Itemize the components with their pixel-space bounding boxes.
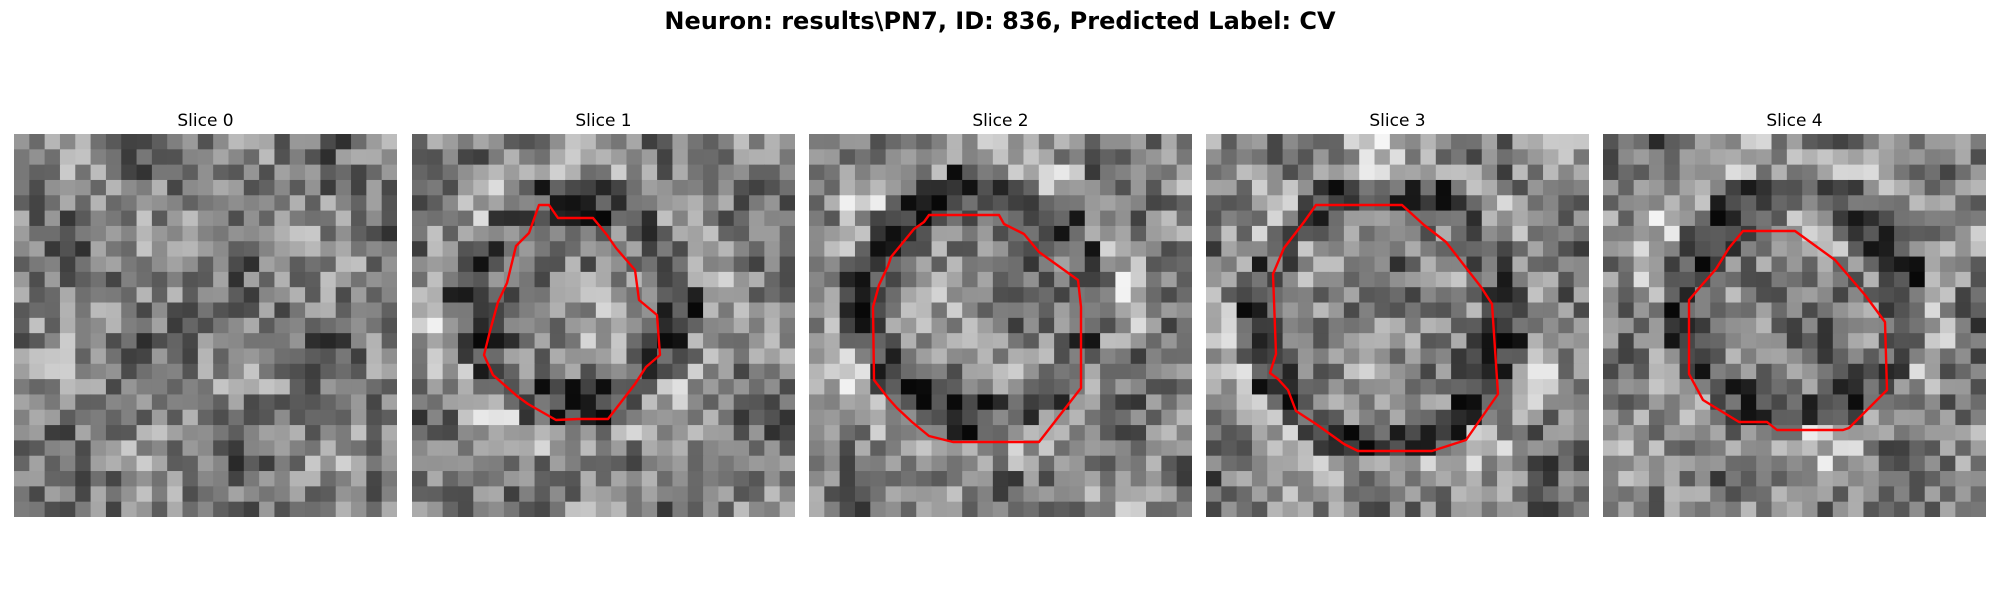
segmentation-contour xyxy=(1268,203,1500,453)
grayscale-pixels xyxy=(1603,134,1986,517)
slice-title: Slice 3 xyxy=(1369,111,1426,131)
slice-panel-3: Slice 3 xyxy=(1206,108,1589,517)
slice-image xyxy=(14,134,397,517)
slice-panel-4: Slice 4 xyxy=(1603,108,1986,517)
slice-title: Slice 2 xyxy=(972,111,1029,131)
figure-title: Neuron: results\PN7, ID: 836, Predicted … xyxy=(664,7,1336,35)
segmentation-contour xyxy=(1687,229,1889,432)
grayscale-pixels xyxy=(412,134,795,517)
grayscale-pixels xyxy=(809,134,1192,517)
slice-title: Slice 0 xyxy=(177,111,234,131)
slice-title: Slice 1 xyxy=(575,111,632,131)
slice-panel-1: Slice 1 xyxy=(412,108,795,517)
segmentation-contour xyxy=(871,213,1083,444)
slice-title: Slice 4 xyxy=(1766,111,1823,131)
slice-panel-2: Slice 2 xyxy=(809,108,1192,517)
slice-image xyxy=(1206,134,1589,517)
slice-image xyxy=(412,134,795,517)
slice-image xyxy=(809,134,1192,517)
slice-image xyxy=(1603,134,1986,517)
grayscale-pixels xyxy=(1206,134,1589,517)
grayscale-pixels xyxy=(14,134,397,517)
slice-panel-0: Slice 0 xyxy=(14,108,397,517)
segmentation-contour xyxy=(482,203,662,422)
